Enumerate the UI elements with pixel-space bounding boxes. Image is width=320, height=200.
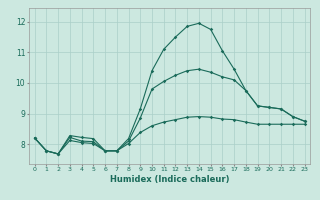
X-axis label: Humidex (Indice chaleur): Humidex (Indice chaleur) (110, 175, 229, 184)
